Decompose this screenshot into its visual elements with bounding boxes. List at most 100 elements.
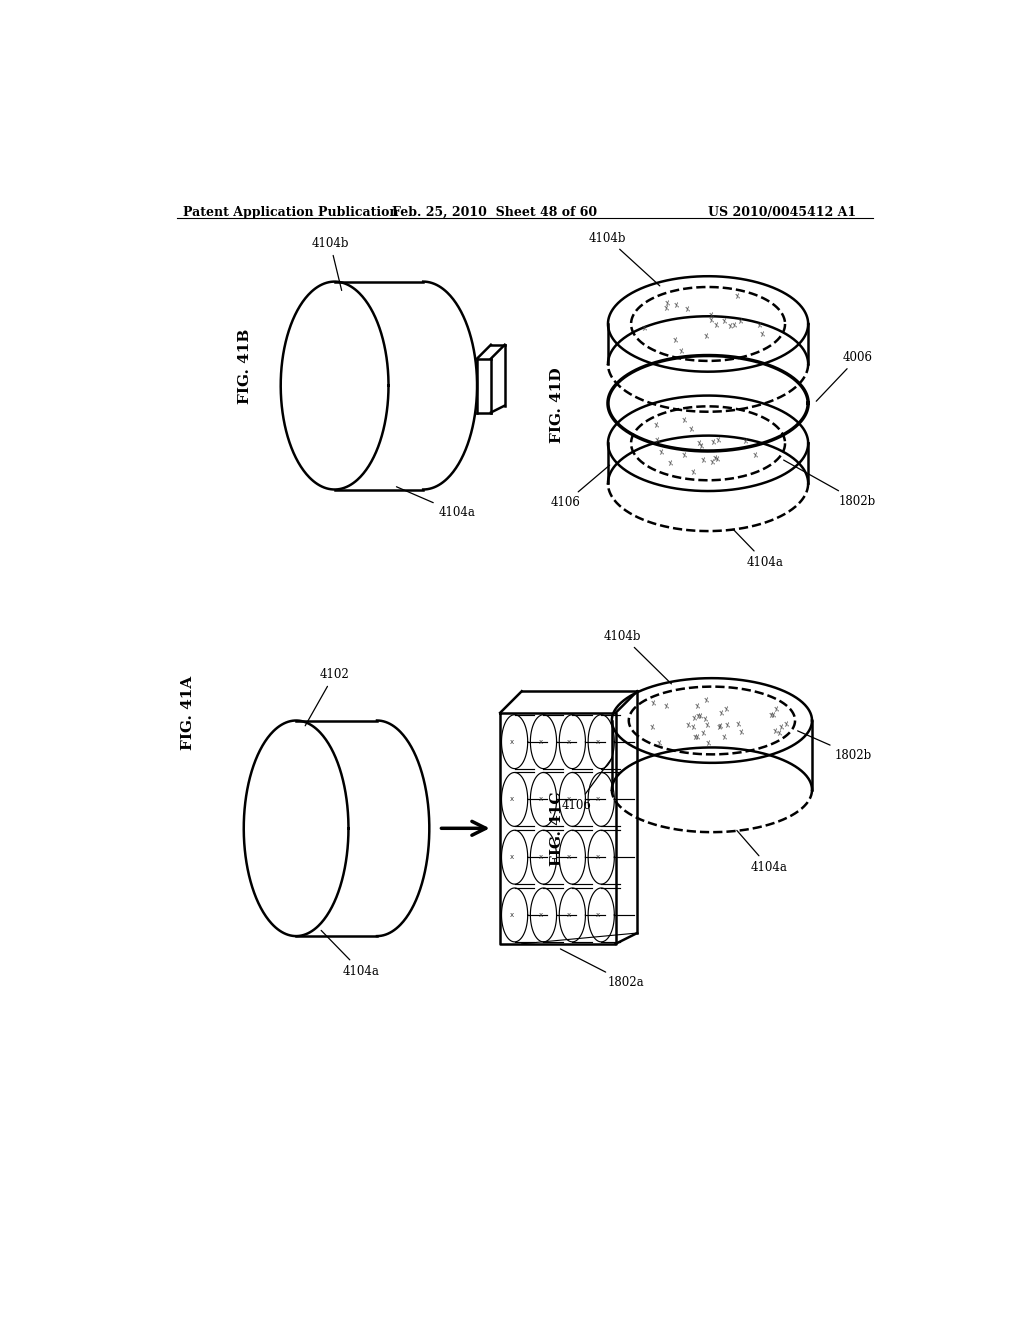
Text: x: x [596, 796, 600, 803]
Text: x: x [783, 719, 790, 730]
Text: x: x [667, 459, 673, 469]
Text: x: x [722, 317, 728, 326]
Text: x: x [664, 304, 670, 313]
Text: US 2010/0045412 A1: US 2010/0045412 A1 [708, 206, 856, 219]
Text: x: x [674, 301, 680, 310]
Text: 4106: 4106 [562, 758, 612, 812]
Text: x: x [711, 437, 716, 447]
Text: x: x [716, 436, 722, 445]
Text: x: x [653, 420, 659, 430]
Text: x: x [719, 709, 725, 718]
Text: 4006: 4006 [816, 351, 872, 401]
Text: FIG. 41D: FIG. 41D [550, 367, 564, 442]
Text: 4104a: 4104a [733, 529, 783, 569]
Text: x: x [738, 727, 744, 738]
Text: x: x [737, 317, 743, 326]
Text: x: x [539, 796, 543, 803]
Text: x: x [772, 726, 778, 735]
Text: x: x [510, 854, 514, 861]
Text: x: x [539, 912, 543, 917]
Text: x: x [701, 455, 707, 465]
Text: x: x [567, 912, 571, 917]
Text: FIG. 41A: FIG. 41A [180, 676, 195, 750]
Text: x: x [742, 436, 749, 446]
Text: x: x [679, 346, 685, 355]
Text: x: x [723, 705, 729, 714]
Text: x: x [654, 434, 660, 445]
Text: x: x [685, 721, 691, 730]
Text: 4104a: 4104a [322, 931, 379, 978]
Text: x: x [696, 438, 702, 447]
Text: x: x [710, 457, 716, 466]
Text: x: x [539, 739, 543, 744]
Text: x: x [689, 425, 694, 434]
Text: x: x [656, 738, 663, 747]
Text: x: x [694, 701, 700, 711]
Text: x: x [697, 711, 703, 721]
Text: x: x [757, 321, 762, 330]
Text: Patent Application Publication: Patent Application Publication [183, 206, 398, 219]
Text: x: x [567, 854, 571, 861]
Text: Feb. 25, 2010  Sheet 48 of 60: Feb. 25, 2010 Sheet 48 of 60 [392, 206, 597, 219]
Text: x: x [681, 414, 687, 425]
Text: x: x [699, 441, 705, 451]
Text: x: x [510, 739, 514, 744]
Text: x: x [510, 912, 514, 917]
Text: x: x [567, 796, 571, 803]
Text: x: x [664, 701, 670, 711]
Text: 1802b: 1802b [798, 731, 872, 762]
Text: x: x [693, 733, 698, 742]
Text: x: x [760, 329, 765, 339]
Text: x: x [709, 310, 715, 319]
Text: x: x [685, 305, 691, 314]
Text: x: x [769, 710, 775, 721]
Text: 4102: 4102 [305, 668, 349, 726]
Text: x: x [510, 796, 514, 803]
Text: 4104a: 4104a [396, 487, 475, 520]
Text: 1802b: 1802b [783, 461, 877, 508]
Text: 4106: 4106 [550, 465, 609, 510]
Text: x: x [672, 335, 678, 345]
Text: x: x [706, 721, 711, 730]
Text: x: x [736, 719, 742, 729]
Text: x: x [774, 705, 779, 714]
Text: x: x [567, 739, 571, 744]
Text: 1802a: 1802a [560, 949, 644, 989]
Text: x: x [713, 454, 719, 463]
Text: x: x [703, 696, 710, 705]
Text: x: x [705, 331, 710, 341]
Text: x: x [690, 467, 696, 477]
Text: x: x [649, 723, 655, 733]
Text: x: x [702, 714, 709, 723]
Text: x: x [725, 719, 731, 730]
Text: x: x [681, 450, 687, 459]
Text: x: x [596, 912, 600, 917]
Text: x: x [718, 721, 724, 731]
Text: x: x [658, 447, 665, 457]
Text: x: x [734, 292, 740, 301]
Text: x: x [709, 315, 715, 325]
Text: x: x [692, 714, 697, 723]
Text: FIG. 41B: FIG. 41B [239, 329, 252, 404]
Text: x: x [596, 854, 600, 861]
Text: x: x [776, 729, 782, 738]
Text: 4104b: 4104b [589, 231, 659, 286]
Text: x: x [694, 733, 700, 742]
Text: x: x [717, 722, 722, 733]
Text: x: x [596, 739, 600, 744]
Text: x: x [722, 733, 728, 742]
Text: x: x [713, 319, 719, 330]
Text: x: x [695, 711, 701, 721]
Text: x: x [690, 722, 696, 731]
Text: x: x [778, 722, 784, 731]
Text: x: x [650, 698, 656, 708]
Text: x: x [539, 854, 543, 861]
Text: x: x [641, 323, 647, 333]
Text: x: x [700, 729, 707, 738]
Text: x: x [715, 454, 721, 465]
Text: 4104b: 4104b [311, 238, 349, 290]
Text: x: x [753, 450, 759, 459]
Text: x: x [727, 322, 733, 331]
Text: x: x [706, 738, 712, 747]
Text: x: x [732, 319, 737, 330]
